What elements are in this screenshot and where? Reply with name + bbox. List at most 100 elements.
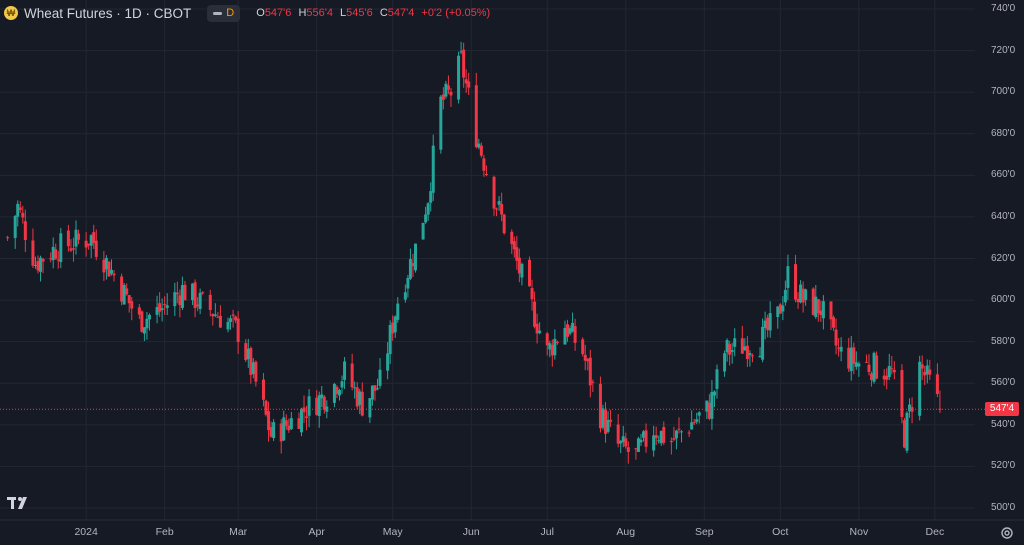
candle-body	[13, 215, 17, 238]
candle-body	[763, 320, 767, 328]
candle-body	[821, 301, 825, 319]
candle-body	[887, 365, 891, 378]
candle-body	[251, 362, 255, 375]
time-tick-label: Jun	[462, 526, 480, 538]
candle-body	[715, 369, 719, 389]
candle-body	[758, 355, 762, 358]
candle-body	[183, 284, 187, 301]
change-value: +0'2 (+0.05%)	[421, 7, 491, 19]
candle-body	[36, 260, 40, 271]
candle-body	[107, 261, 111, 277]
candle-body	[49, 258, 53, 260]
symbol-title[interactable]: Wheat Futures · 1D · CBOT	[24, 5, 192, 21]
candle-body	[517, 257, 521, 274]
candle-body	[173, 292, 177, 307]
candle-body	[814, 296, 818, 318]
close-value: 547'4	[387, 7, 415, 19]
candle-body	[854, 362, 858, 367]
candle-body	[84, 240, 88, 248]
candle-body	[707, 402, 711, 419]
gear-icon[interactable]	[1000, 526, 1014, 540]
price-tick-label: 740'0	[991, 3, 1016, 14]
candle-body	[87, 243, 91, 246]
candle-body	[743, 346, 747, 351]
minus-icon	[213, 11, 223, 15]
candle-body	[935, 374, 939, 395]
interval-label: D	[226, 7, 235, 19]
candle-body	[495, 208, 499, 210]
candle-body	[109, 269, 113, 274]
candle-body	[512, 241, 516, 250]
candle-body	[137, 307, 141, 315]
candle-body	[41, 258, 45, 262]
candle-body	[6, 237, 10, 239]
candle-body	[388, 325, 392, 355]
time-tick-label: 2024	[74, 526, 98, 538]
interval-pill[interactable]: D	[207, 4, 241, 22]
candle-body	[467, 81, 471, 88]
candle-body	[864, 361, 868, 363]
candle-body	[69, 248, 73, 251]
time-tick-label: Dec	[925, 526, 945, 538]
candle-body	[892, 369, 896, 373]
candle-body	[31, 240, 35, 266]
candle-body	[441, 94, 445, 100]
last-price-tag: 547'4	[985, 402, 1019, 417]
candle-body	[350, 363, 354, 388]
price-tick-label: 540'0	[991, 418, 1016, 430]
candle-body	[315, 397, 319, 415]
candle-body	[457, 55, 461, 100]
candle-body	[674, 430, 678, 439]
candle-body	[305, 416, 309, 418]
low-key: L	[340, 7, 347, 19]
candle-body	[21, 212, 25, 218]
candle-body	[882, 375, 886, 380]
candle-body	[492, 176, 496, 209]
candle-body	[745, 345, 749, 360]
candle-body	[56, 259, 60, 261]
candle-body	[77, 233, 81, 240]
candle-body	[360, 391, 364, 416]
candle-body	[464, 79, 468, 84]
candle-body	[66, 230, 70, 247]
candle-body	[581, 339, 585, 355]
candle-body	[923, 371, 927, 376]
candle-body	[515, 247, 519, 261]
candle-body	[408, 259, 412, 279]
candle-body	[426, 203, 430, 215]
price-tick-label: 660'0	[991, 169, 1016, 181]
low-value: 545'6	[346, 7, 373, 19]
candle-body	[231, 314, 235, 316]
candle-body	[796, 298, 800, 303]
candle-body	[728, 344, 732, 355]
time-tick-label: Aug	[616, 526, 636, 538]
candle-body	[477, 143, 481, 148]
candle-body	[750, 355, 754, 357]
candle-body	[406, 277, 410, 289]
wheat-coin-icon[interactable]: ₩	[4, 6, 18, 20]
candle-body	[606, 419, 610, 432]
time-tick-label: Jul	[540, 526, 554, 538]
candle-body	[337, 390, 341, 396]
candle-body	[142, 327, 146, 334]
candle-body	[201, 292, 205, 294]
candle-body	[588, 357, 592, 386]
candle-body	[634, 448, 638, 450]
candle-body	[421, 222, 425, 240]
candle-body	[272, 422, 276, 438]
candle-body	[229, 318, 233, 322]
candle-body	[598, 383, 602, 429]
candle-body	[616, 424, 620, 444]
candle-body	[528, 259, 532, 287]
candle-body	[18, 207, 22, 210]
candle-body	[23, 221, 27, 241]
candle-body	[555, 342, 559, 344]
candle-body	[140, 311, 144, 332]
candle-body	[213, 314, 217, 316]
tradingview-logo-icon[interactable]	[6, 494, 32, 512]
candle-body	[449, 91, 453, 96]
candle-body	[302, 407, 306, 413]
candle-body	[51, 246, 55, 261]
candle-body	[695, 419, 699, 422]
